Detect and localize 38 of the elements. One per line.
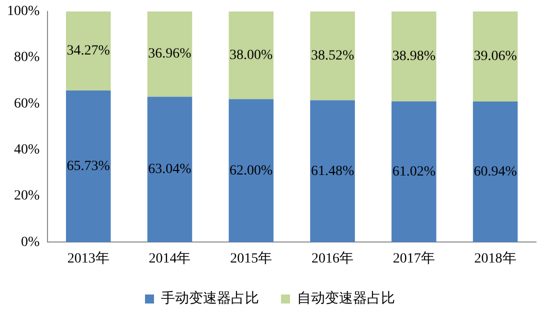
- bar: [228, 11, 274, 100]
- data-label: 61.48%: [310, 164, 354, 179]
- legend-label: 手动变速器占比: [161, 290, 259, 307]
- y-tick-label: 40%: [14, 142, 40, 158]
- x-tick-label: 2013年: [67, 250, 110, 266]
- x-tick-label: 2014年: [148, 250, 191, 266]
- x-tick-label: 2017年: [392, 250, 435, 266]
- bar: [66, 90, 111, 242]
- data-label: 62.00%: [230, 163, 274, 178]
- x-tick-label: 2018年: [474, 250, 516, 266]
- bar: [392, 11, 436, 102]
- data-label: 60.94%: [474, 164, 518, 180]
- data-label: 38.52%: [310, 48, 354, 64]
- bar: [228, 99, 274, 242]
- data-label: 65.73%: [66, 159, 110, 174]
- x-tick-label: 2015年: [230, 250, 272, 266]
- legend-label: 自动变速器占比: [297, 290, 395, 307]
- y-tick-label: 0%: [20, 234, 40, 250]
- y-tick-label: 80%: [14, 50, 40, 66]
- bar: [472, 102, 518, 242]
- data-label: 61.02%: [392, 164, 436, 180]
- bar: [472, 11, 518, 102]
- x-tick-label: 2016年: [312, 250, 354, 266]
- data-label: 38.98%: [392, 49, 436, 64]
- data-label: 38.00%: [230, 48, 274, 63]
- data-label: 39.06%: [474, 49, 518, 64]
- y-tick-label: 20%: [14, 188, 40, 204]
- y-tick-label: 60%: [14, 96, 40, 112]
- bar: [66, 11, 111, 90]
- bar: [310, 100, 355, 242]
- bar: [147, 96, 192, 242]
- data-label: 34.27%: [66, 44, 110, 59]
- data-label: 36.96%: [148, 46, 192, 62]
- bar: [147, 11, 192, 97]
- data-label: 63.04%: [148, 162, 192, 178]
- bar: [392, 101, 436, 242]
- y-tick-label: 100%: [6, 4, 40, 20]
- bar: [310, 11, 355, 100]
